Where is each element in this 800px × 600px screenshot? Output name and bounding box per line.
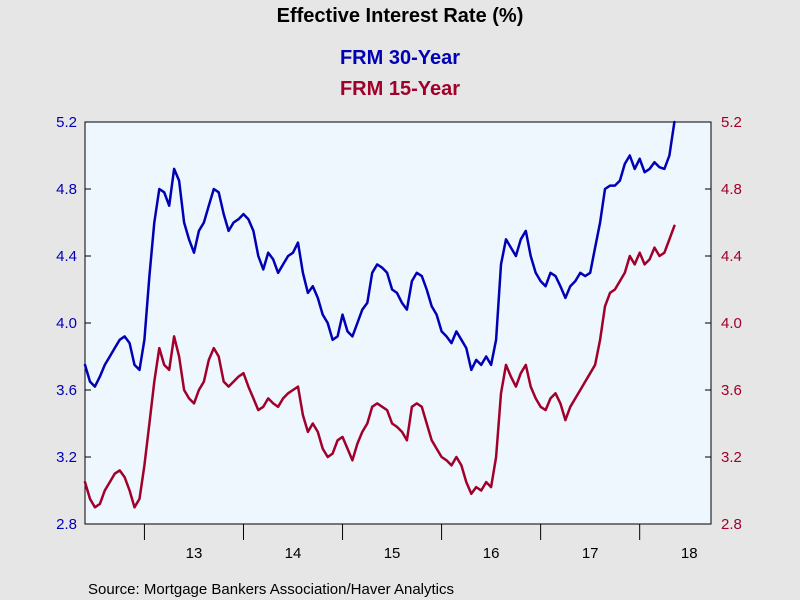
x-tick-label: 13 xyxy=(186,545,203,562)
right-y-tick-label: 3.2 xyxy=(721,449,742,466)
left-y-tick-label: 5.2 xyxy=(56,114,77,131)
x-tick-label: 16 xyxy=(483,545,500,562)
legend-entry-15-year: FRM 15-Year xyxy=(340,78,460,100)
x-axis: 13 14 15 16 17 18 xyxy=(143,524,698,562)
right-y-axis: 2.8 3.2 3.6 4.0 4.4 4.8 5.2 xyxy=(705,114,742,533)
right-y-tick-label: 5.2 xyxy=(721,114,742,131)
left-y-axis: 2.8 3.2 3.6 4.0 4.4 4.8 5.2 xyxy=(56,114,91,533)
source-note: Source: Mortgage Bankers Association/Hav… xyxy=(88,581,454,598)
left-y-tick-label: 3.2 xyxy=(56,449,77,466)
right-y-tick-label: 4.0 xyxy=(721,315,742,332)
right-y-tick-label: 4.8 xyxy=(721,181,742,198)
x-tick-label: 18 xyxy=(681,545,698,562)
series-layer xyxy=(83,120,676,509)
x-tick-label: 14 xyxy=(285,545,302,562)
series-line-30-year xyxy=(83,120,676,388)
x-tick-label: 15 xyxy=(384,545,401,562)
left-y-tick-label: 3.6 xyxy=(56,382,77,399)
x-tick-label: 17 xyxy=(582,545,599,562)
legend-entry-30-year: FRM 30-Year xyxy=(340,47,460,69)
left-y-tick-label: 4.4 xyxy=(56,248,77,265)
right-y-tick-label: 2.8 xyxy=(721,516,742,533)
right-y-tick-label: 3.6 xyxy=(721,382,742,399)
left-y-tick-label: 2.8 xyxy=(56,516,77,533)
right-y-tick-label: 4.4 xyxy=(721,248,742,265)
left-y-tick-label: 4.0 xyxy=(56,315,77,332)
series-line-15-year xyxy=(83,224,676,509)
left-y-tick-label: 4.8 xyxy=(56,181,77,198)
chart-title: Effective Interest Rate (%) xyxy=(277,5,524,27)
